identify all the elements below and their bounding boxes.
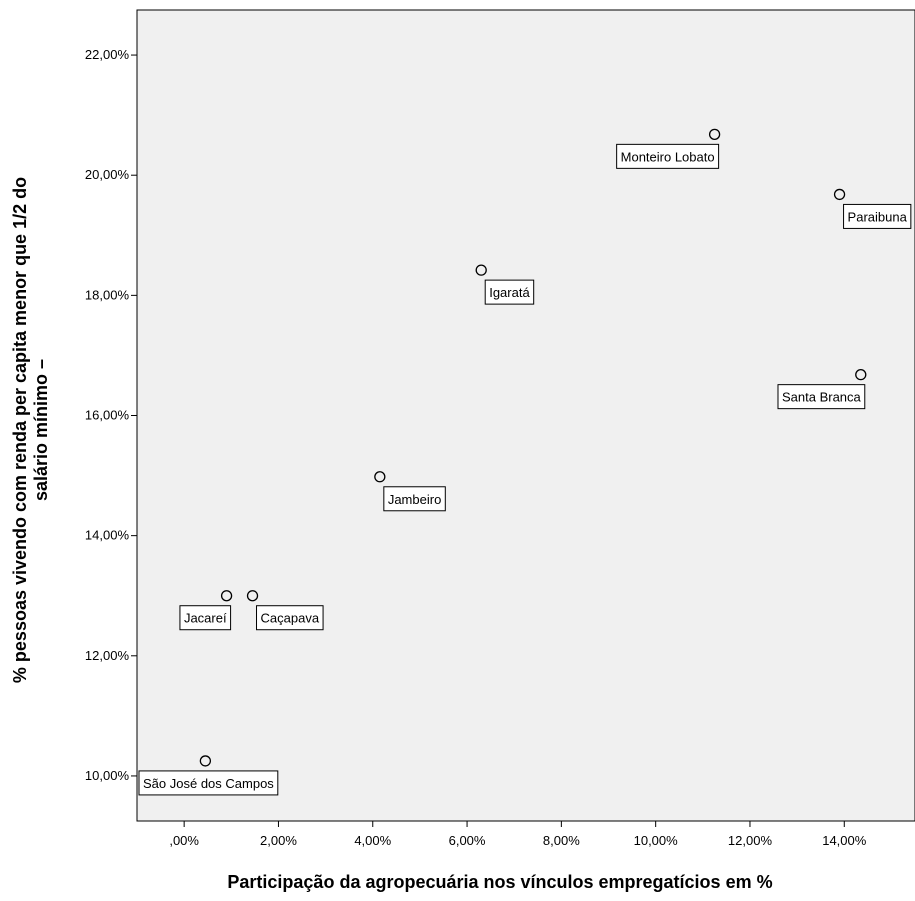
point-label-box — [616, 143, 720, 169]
point-label: Monteiro Lobato — [616, 143, 720, 169]
point-label: Paraibuna — [843, 203, 912, 229]
point-label: São José dos Campos — [138, 770, 279, 796]
data-point — [833, 188, 846, 201]
y-tick-label: 20,00% — [85, 167, 130, 182]
point-label-text: Caçapava — [261, 611, 320, 626]
data-point — [199, 755, 212, 767]
point-label: Jambeiro — [383, 486, 446, 512]
x-tick-label: 2,00% — [260, 833, 297, 848]
y-axis-title-line-2: salário mínimo – — [31, 359, 51, 501]
y-tick-label: 10,00% — [85, 768, 130, 783]
x-tick-label: 10,00% — [634, 833, 679, 848]
point-label-text: Jacareí — [184, 611, 227, 626]
data-points: São José dos Campos Jacareí Caçapava Jambei… — [138, 128, 912, 796]
point-label-text: Igaratá — [489, 285, 530, 300]
y-axis: 10,00% 12,00% 14,00% 16,00% 18,00% 20,00% 22,0… — [85, 47, 137, 783]
point-label: Igaratá — [484, 279, 535, 305]
x-tick-label: 8,00% — [543, 833, 580, 848]
y-tick-label: 16,00% — [85, 408, 130, 423]
y-tick-label: 14,00% — [85, 528, 130, 543]
point-label-text: Jambeiro — [388, 492, 441, 507]
data-point — [374, 471, 386, 483]
x-tick-label: 14,00% — [822, 833, 867, 848]
y-tick-label: 22,00% — [85, 47, 130, 62]
point-label-text: São José dos Campos — [143, 776, 274, 791]
point-label-text: Santa Branca — [782, 390, 862, 405]
point-label-text: Paraibuna — [848, 209, 908, 224]
point-label-box — [777, 384, 866, 410]
point-label-box — [179, 605, 232, 631]
data-point — [246, 590, 259, 602]
x-tick-label: 12,00% — [728, 833, 773, 848]
point-label-box — [138, 770, 279, 796]
point-label-box — [843, 203, 912, 229]
data-point — [855, 368, 867, 381]
y-tick-label: 18,00% — [85, 287, 130, 302]
point-label-text: Monteiro Lobato — [621, 149, 715, 164]
point-label-box — [256, 605, 324, 631]
plot-area — [136, 9, 915, 822]
point-label-box — [484, 279, 535, 305]
x-tick-label: 4,00% — [354, 833, 391, 848]
point-label: Santa Branca — [777, 384, 866, 410]
point-label-box — [383, 486, 446, 512]
data-point — [475, 264, 487, 276]
x-tick-label: ,00% — [169, 833, 199, 848]
data-point — [220, 590, 233, 602]
point-label: Caçapava — [256, 605, 324, 631]
y-axis-title-line-1: % pessoas vivendo com renda per capita m… — [10, 177, 30, 683]
x-tick-label: 6,00% — [449, 833, 486, 848]
x-axis: ,00% 2,00% 4,00% 6,00% 8,00% 10,00% 12,00% 14,0… — [169, 821, 867, 848]
data-point — [708, 128, 721, 141]
y-tick-label: 12,00% — [85, 648, 130, 663]
x-axis-title: Participação da agropecuária nos vínculo… — [227, 872, 772, 892]
point-label: Jacareí — [179, 605, 232, 631]
